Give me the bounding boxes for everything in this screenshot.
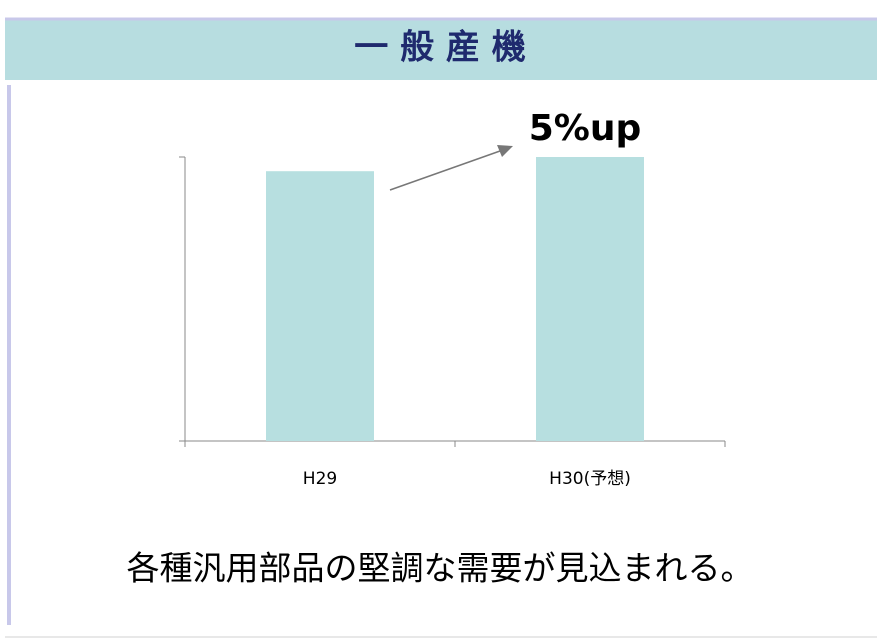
header-band [5,18,877,80]
arrow-head [497,145,513,157]
caption: 各種汎用部品の堅調な需要が見込まれる。 [127,549,754,588]
arrow-line [389,150,501,191]
slide-title: 一 般 産 機 [354,28,526,68]
bar [266,171,374,441]
x-tick-label: H29 [303,469,337,489]
bar [536,157,644,441]
annotation: 5%up [529,108,642,149]
x-tick-label: H30(予想) [549,469,631,489]
